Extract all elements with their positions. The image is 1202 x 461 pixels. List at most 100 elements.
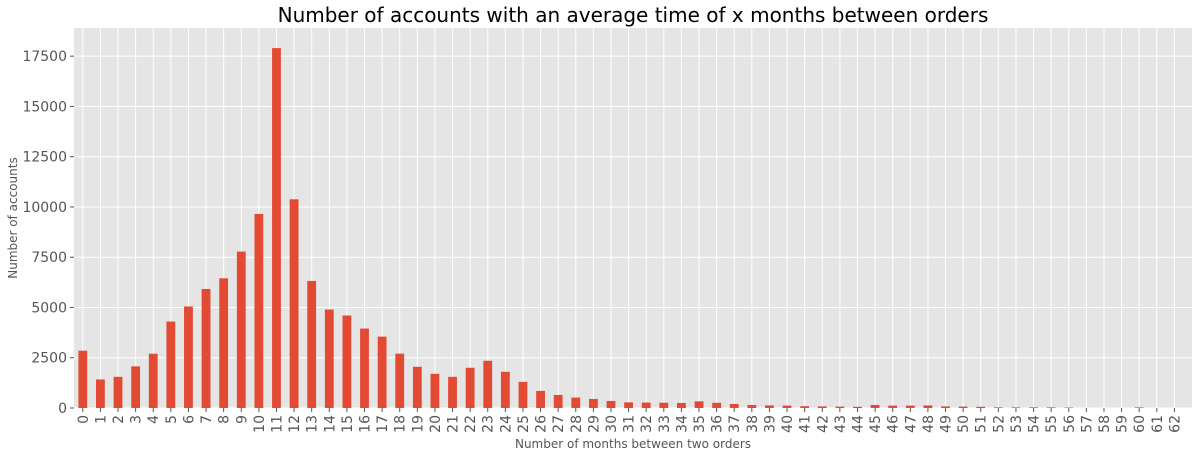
x-tick-label: 14 — [322, 415, 338, 433]
x-tick-label: 35 — [692, 415, 708, 433]
y-tick-label: 12500 — [22, 150, 67, 166]
x-tick-label: 51 — [974, 415, 990, 433]
x-tick-label: 12 — [287, 415, 303, 433]
y-axis-label: Number of accounts — [6, 157, 20, 278]
x-tick-label: 62 — [1167, 415, 1183, 433]
x-axis-label: Number of months between two orders — [515, 437, 751, 451]
x-tick-label: 27 — [551, 415, 567, 433]
x-tick-label: 32 — [639, 415, 655, 433]
bar — [254, 214, 263, 408]
x-tick-label: 22 — [463, 415, 479, 433]
bar — [131, 366, 140, 408]
bar — [571, 398, 580, 408]
bar — [783, 406, 792, 408]
bar — [959, 407, 968, 408]
x-tick-label: 58 — [1097, 415, 1113, 433]
bar — [994, 407, 1003, 408]
x-tick-label: 19 — [410, 415, 426, 433]
x-tick-label: 6 — [181, 415, 197, 424]
x-tick-label: 49 — [939, 415, 955, 433]
x-tick-label: 36 — [710, 415, 726, 433]
x-tick-label: 24 — [498, 415, 514, 433]
bar — [96, 379, 105, 408]
bar — [624, 402, 633, 408]
x-tick-label: 55 — [1044, 415, 1060, 433]
bar — [501, 372, 510, 408]
y-tick-label: 10000 — [22, 200, 67, 216]
bar — [906, 406, 915, 408]
bar — [466, 368, 475, 408]
bar — [219, 278, 228, 408]
bar — [835, 407, 844, 408]
bar — [1047, 407, 1056, 408]
bar — [536, 391, 545, 408]
x-tick-label: 30 — [604, 415, 620, 433]
x-tick-label: 13 — [305, 415, 321, 433]
x-tick-label: 48 — [921, 415, 937, 433]
bar — [395, 354, 404, 408]
x-tick-label: 45 — [868, 415, 884, 433]
x-tick-label: 34 — [674, 415, 690, 433]
bar — [800, 406, 809, 408]
x-tick-label: 33 — [657, 415, 673, 433]
bar — [695, 401, 704, 408]
bar — [237, 252, 246, 408]
x-tick-label: 3 — [129, 415, 145, 424]
x-tick-label: 60 — [1132, 415, 1148, 433]
y-tick-label: 15000 — [22, 99, 67, 115]
bar — [378, 337, 387, 408]
x-tick-label: 0 — [76, 415, 92, 424]
x-tick-label: 25 — [516, 415, 532, 433]
x-tick-label: 23 — [481, 415, 497, 433]
bar — [413, 367, 422, 408]
x-tick-label: 7 — [199, 415, 215, 424]
bar — [712, 403, 721, 408]
x-tick-label: 28 — [569, 415, 585, 433]
x-tick-label: 52 — [991, 415, 1007, 433]
x-tick-label: 26 — [534, 415, 550, 433]
bar — [431, 374, 440, 408]
bar — [589, 399, 598, 408]
bar — [307, 281, 316, 408]
x-tick-label: 29 — [586, 415, 602, 433]
bar — [325, 309, 334, 408]
x-tick-label: 54 — [1027, 415, 1043, 433]
bar — [941, 406, 950, 408]
bar — [342, 316, 351, 408]
x-tick-label: 56 — [1062, 415, 1078, 433]
bar — [659, 403, 668, 408]
bar — [730, 404, 739, 408]
x-tick-label: 31 — [622, 415, 638, 433]
x-tick-label: 57 — [1079, 415, 1095, 433]
bar — [202, 289, 211, 408]
x-tick-label: 8 — [217, 415, 233, 424]
bar — [149, 354, 158, 408]
bar — [976, 407, 985, 408]
x-tick-label: 39 — [762, 415, 778, 433]
y-tick-label: 0 — [58, 401, 67, 417]
bar — [1029, 407, 1038, 408]
bar — [114, 377, 123, 408]
bar — [607, 401, 616, 408]
x-tick-label: 18 — [393, 415, 409, 433]
bar — [871, 405, 880, 408]
bar — [1135, 407, 1144, 408]
bar — [853, 407, 862, 408]
x-tick-label: 37 — [727, 415, 743, 433]
x-tick-label: 53 — [1009, 415, 1025, 433]
x-tick-label: 5 — [164, 415, 180, 424]
x-tick-label: 50 — [956, 415, 972, 433]
bar — [184, 306, 193, 408]
x-tick-label: 17 — [375, 415, 391, 433]
bar — [888, 406, 897, 408]
bar — [677, 403, 686, 408]
bar — [78, 351, 87, 408]
y-tick-label: 2500 — [31, 351, 67, 367]
bar — [166, 322, 175, 408]
bar — [290, 199, 299, 408]
y-tick-label: 5000 — [31, 300, 67, 316]
